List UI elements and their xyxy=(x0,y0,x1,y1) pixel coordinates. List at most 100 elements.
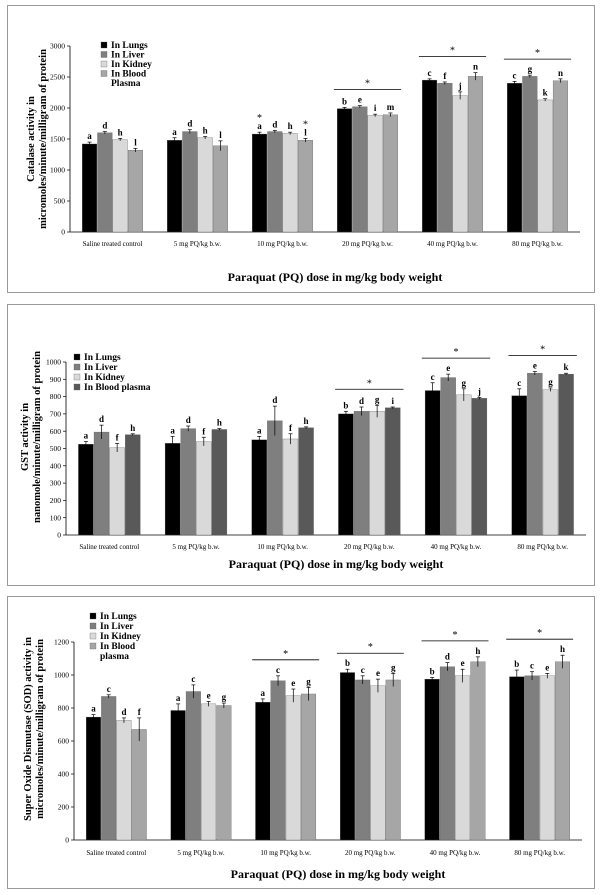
c1-sig-bracket-star: * xyxy=(535,48,540,59)
c1-sig-letter: d xyxy=(272,119,277,129)
c1-sig-letter: f xyxy=(443,71,447,81)
c1-category-label: 10 mg PQ/kg b.w. xyxy=(257,240,308,248)
c3-legend-label-in-blood-plasma: In Blood xyxy=(100,642,136,652)
c1-bar-in-liver-1 xyxy=(97,132,113,233)
c3-sig-letter: e xyxy=(545,662,549,672)
c1-sig-letter: c xyxy=(513,70,517,80)
c3-bar-in-kidney-5 xyxy=(455,675,471,841)
c2-sig-letter: c xyxy=(431,372,435,382)
c1-y-axis-label: Catalase activity in xyxy=(26,96,37,182)
c2-y-axis-label: GST activity in xyxy=(20,403,31,471)
c3-sig-letter: e xyxy=(207,690,211,700)
c2-bar-in-blood-plasma-5 xyxy=(471,398,488,536)
c2-sig-letter: g xyxy=(375,394,380,404)
c2-bar-in-liver-2 xyxy=(180,428,196,536)
c3-sig-letter: g xyxy=(306,676,311,686)
c2-bar-in-liver-1 xyxy=(93,431,110,536)
c2-category-label: Saline treated control xyxy=(79,543,139,551)
c2-sig-letter: d xyxy=(186,415,191,425)
c3-sig-letter: a xyxy=(91,704,96,714)
c2-sig-letter: h xyxy=(130,423,135,433)
c2-sig-letter: d xyxy=(272,395,277,405)
c2-bar-in-kidney-6 xyxy=(542,389,559,536)
c3-sig-bracket-star: * xyxy=(368,642,373,653)
c2-sig-letter: g xyxy=(548,377,553,387)
c2-sig-letter: e xyxy=(533,361,537,371)
c3-category-label: 5 mg PQ/kg b.w. xyxy=(177,849,224,857)
c2-bar-in-blood-plasma-2 xyxy=(211,429,228,536)
c1-sig-letter: m xyxy=(387,102,395,112)
c3-sig-letter: b xyxy=(345,658,350,668)
c2-sig-letter: a xyxy=(170,425,175,435)
c2-legend-swatch-in-kidney xyxy=(73,373,81,381)
c2-sig-letter: h xyxy=(304,416,309,426)
c1-bar-in-kidney-3 xyxy=(282,133,298,233)
c3-bar-in-lungs-3 xyxy=(255,702,271,841)
c3-legend-label-in-kidney: In Kidney xyxy=(100,632,141,642)
c1-sig-letter: n xyxy=(558,68,563,78)
c3-bar-in-kidney-3 xyxy=(285,695,301,841)
c3-bar-in-liver-4 xyxy=(355,679,371,841)
c2-sig-letter: a xyxy=(84,431,89,441)
c1-sig-letter: e xyxy=(358,95,362,105)
c3-sig-letter: b xyxy=(430,666,435,676)
c3-legend-label-in-lungs: In Lungs xyxy=(100,612,137,622)
c3-ytick-label: 800 xyxy=(58,704,70,713)
c3-y-axis-label: Super Oxide Dismutase (SOD) activity in xyxy=(23,637,34,821)
c1-ytick-label: 0 xyxy=(61,228,65,237)
c1-bar-in-lungs-1 xyxy=(82,143,98,233)
c2-bar-in-liver-6 xyxy=(527,373,543,536)
c1-sig-letter: a xyxy=(257,121,262,131)
c3-ytick-label: 600 xyxy=(58,737,70,746)
c1-sig-letter: l xyxy=(134,137,137,147)
c2-bar-in-kidney-3 xyxy=(282,438,299,536)
c1-legend-label-in-kidney: In Kidney xyxy=(111,60,152,70)
c2-bar-in-blood-plasma-1 xyxy=(125,434,141,536)
c2-ytick-label: 200 xyxy=(50,496,62,505)
c3-svg: 0 200 400 600 800 1000 1200 Super Oxide Dismuta… xyxy=(23,612,582,881)
c1-category-label: 80 mg PQ/kg b.w. xyxy=(512,240,563,248)
c2-sig-letter: h xyxy=(217,418,222,428)
c1-ytick-label: 1000 xyxy=(50,166,65,175)
c2-sig-letter: f xyxy=(202,426,206,436)
c1-sig-letter: j xyxy=(458,81,462,91)
c2-bar-in-lungs-2 xyxy=(164,443,181,536)
c2-sig-bracket-star: * xyxy=(540,345,545,356)
c2-bar-in-lungs-3 xyxy=(251,439,267,536)
c1-sig-letter: h xyxy=(118,127,123,137)
c2-bar-in-kidney-1 xyxy=(109,447,125,536)
c2-bar-in-lungs-6 xyxy=(511,395,527,536)
c1-bar-in-lungs-6 xyxy=(507,83,523,233)
c1-svg: 0 500 1000 1500 2000 2500 3000 Catalase activit… xyxy=(26,41,580,284)
c1-bar-in-blood-plasma-3 xyxy=(297,140,313,233)
c2-bar-in-kidney-5 xyxy=(456,394,472,536)
c3-sig-letter: c xyxy=(361,665,365,675)
c2-category-label: 5 mg PQ/kg b.w. xyxy=(172,543,219,551)
c2-bar-in-lungs-5 xyxy=(424,390,441,536)
c1-bar-in-blood-plasma-6 xyxy=(552,80,568,233)
c2-category-label: 20 mg PQ/kg b.w. xyxy=(344,543,395,551)
c1-sig-letter: h xyxy=(203,126,208,136)
c2-sig-letter: a xyxy=(257,425,262,435)
c2-bar-in-liver-4 xyxy=(353,411,370,536)
c1-category-label: 20 mg PQ/kg b.w. xyxy=(342,240,393,248)
c3-legend-swatch-in-liver xyxy=(89,622,97,630)
c3-bar-in-kidney-4 xyxy=(370,685,386,841)
c3-sig-letter: d xyxy=(121,707,126,717)
c2-ytick-label: 0 xyxy=(57,531,61,540)
c3-legend-swatch-in-kidney xyxy=(89,632,97,640)
c2-bar-in-kidney-2 xyxy=(196,441,212,536)
c3-ytick-label: 0 xyxy=(65,836,69,845)
c1-legend-swatch-in-lungs xyxy=(100,41,108,49)
c1-category-label: 5 mg PQ/kg b.w. xyxy=(174,240,221,248)
c2-y-axis-label: nanomole/minute/milligram of protein xyxy=(32,351,43,523)
c1-sig-star: * xyxy=(303,119,308,130)
c2-sig-letter: e xyxy=(446,363,450,373)
c3-sig-letter: h xyxy=(475,646,480,656)
c3-bar-in-liver-1 xyxy=(101,696,117,841)
c2-sig-letter: f xyxy=(116,432,120,442)
c3-sig-letter: c xyxy=(107,684,111,694)
c3-category-label: 20 mg PQ/kg b.w. xyxy=(345,849,396,857)
c3-legend-swatch-in-lungs xyxy=(89,612,97,620)
c3-legend-label-in-liver: In Liver xyxy=(100,622,134,632)
